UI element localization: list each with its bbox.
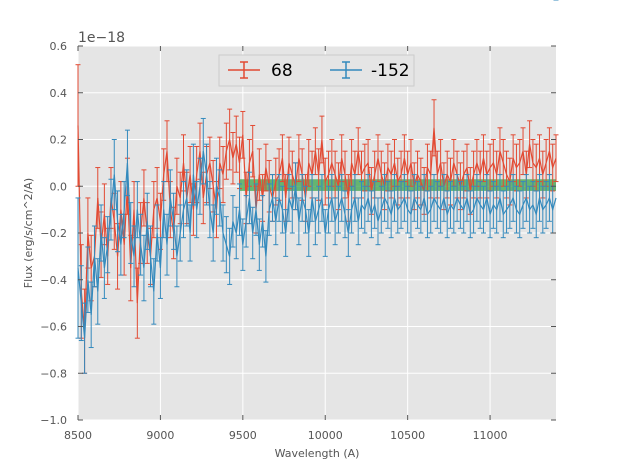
legend: 68 -152 xyxy=(218,54,415,87)
y-tick-label: 0.0 xyxy=(50,180,68,193)
legend-label: 68 xyxy=(271,61,293,81)
x-tick-label: 9500 xyxy=(229,429,257,442)
series-layer xyxy=(75,0,559,374)
y-tick-label: −0.2 xyxy=(40,227,67,240)
x-tick-label: 11000 xyxy=(473,429,508,442)
series-line xyxy=(77,125,557,332)
x-tick-label: 10000 xyxy=(308,429,343,442)
legend-entry: -152 xyxy=(330,61,410,81)
series-minus-152 xyxy=(75,0,559,374)
y-tick-label: 0.4 xyxy=(50,87,68,100)
axis-ticks: 8500 9000 9500 10000 10500 11000 −1.0 −0.8 −0.6 −… xyxy=(40,40,556,442)
y-tick-label: −0.4 xyxy=(40,274,67,287)
legend-entry: 68 xyxy=(228,61,293,81)
y-tick-label: −0.6 xyxy=(40,321,67,334)
x-tick-label: 8500 xyxy=(64,429,92,442)
y-tick-label: −0.8 xyxy=(40,367,67,380)
x-tick-label: 9000 xyxy=(146,429,174,442)
series-line xyxy=(77,151,557,339)
y-tick-label: 0.2 xyxy=(50,134,68,147)
legend-label: -152 xyxy=(371,61,410,81)
y-axis-label: Flux (erg/s/cm^2/A) xyxy=(22,178,35,288)
y-tick-label: 0.6 xyxy=(50,40,68,53)
y-tick-label: −1.0 xyxy=(40,414,67,427)
x-axis-label: Wavelength (A) xyxy=(275,447,360,460)
offset-label: 1e−18 xyxy=(78,30,125,46)
x-tick-label: 10500 xyxy=(390,429,425,442)
